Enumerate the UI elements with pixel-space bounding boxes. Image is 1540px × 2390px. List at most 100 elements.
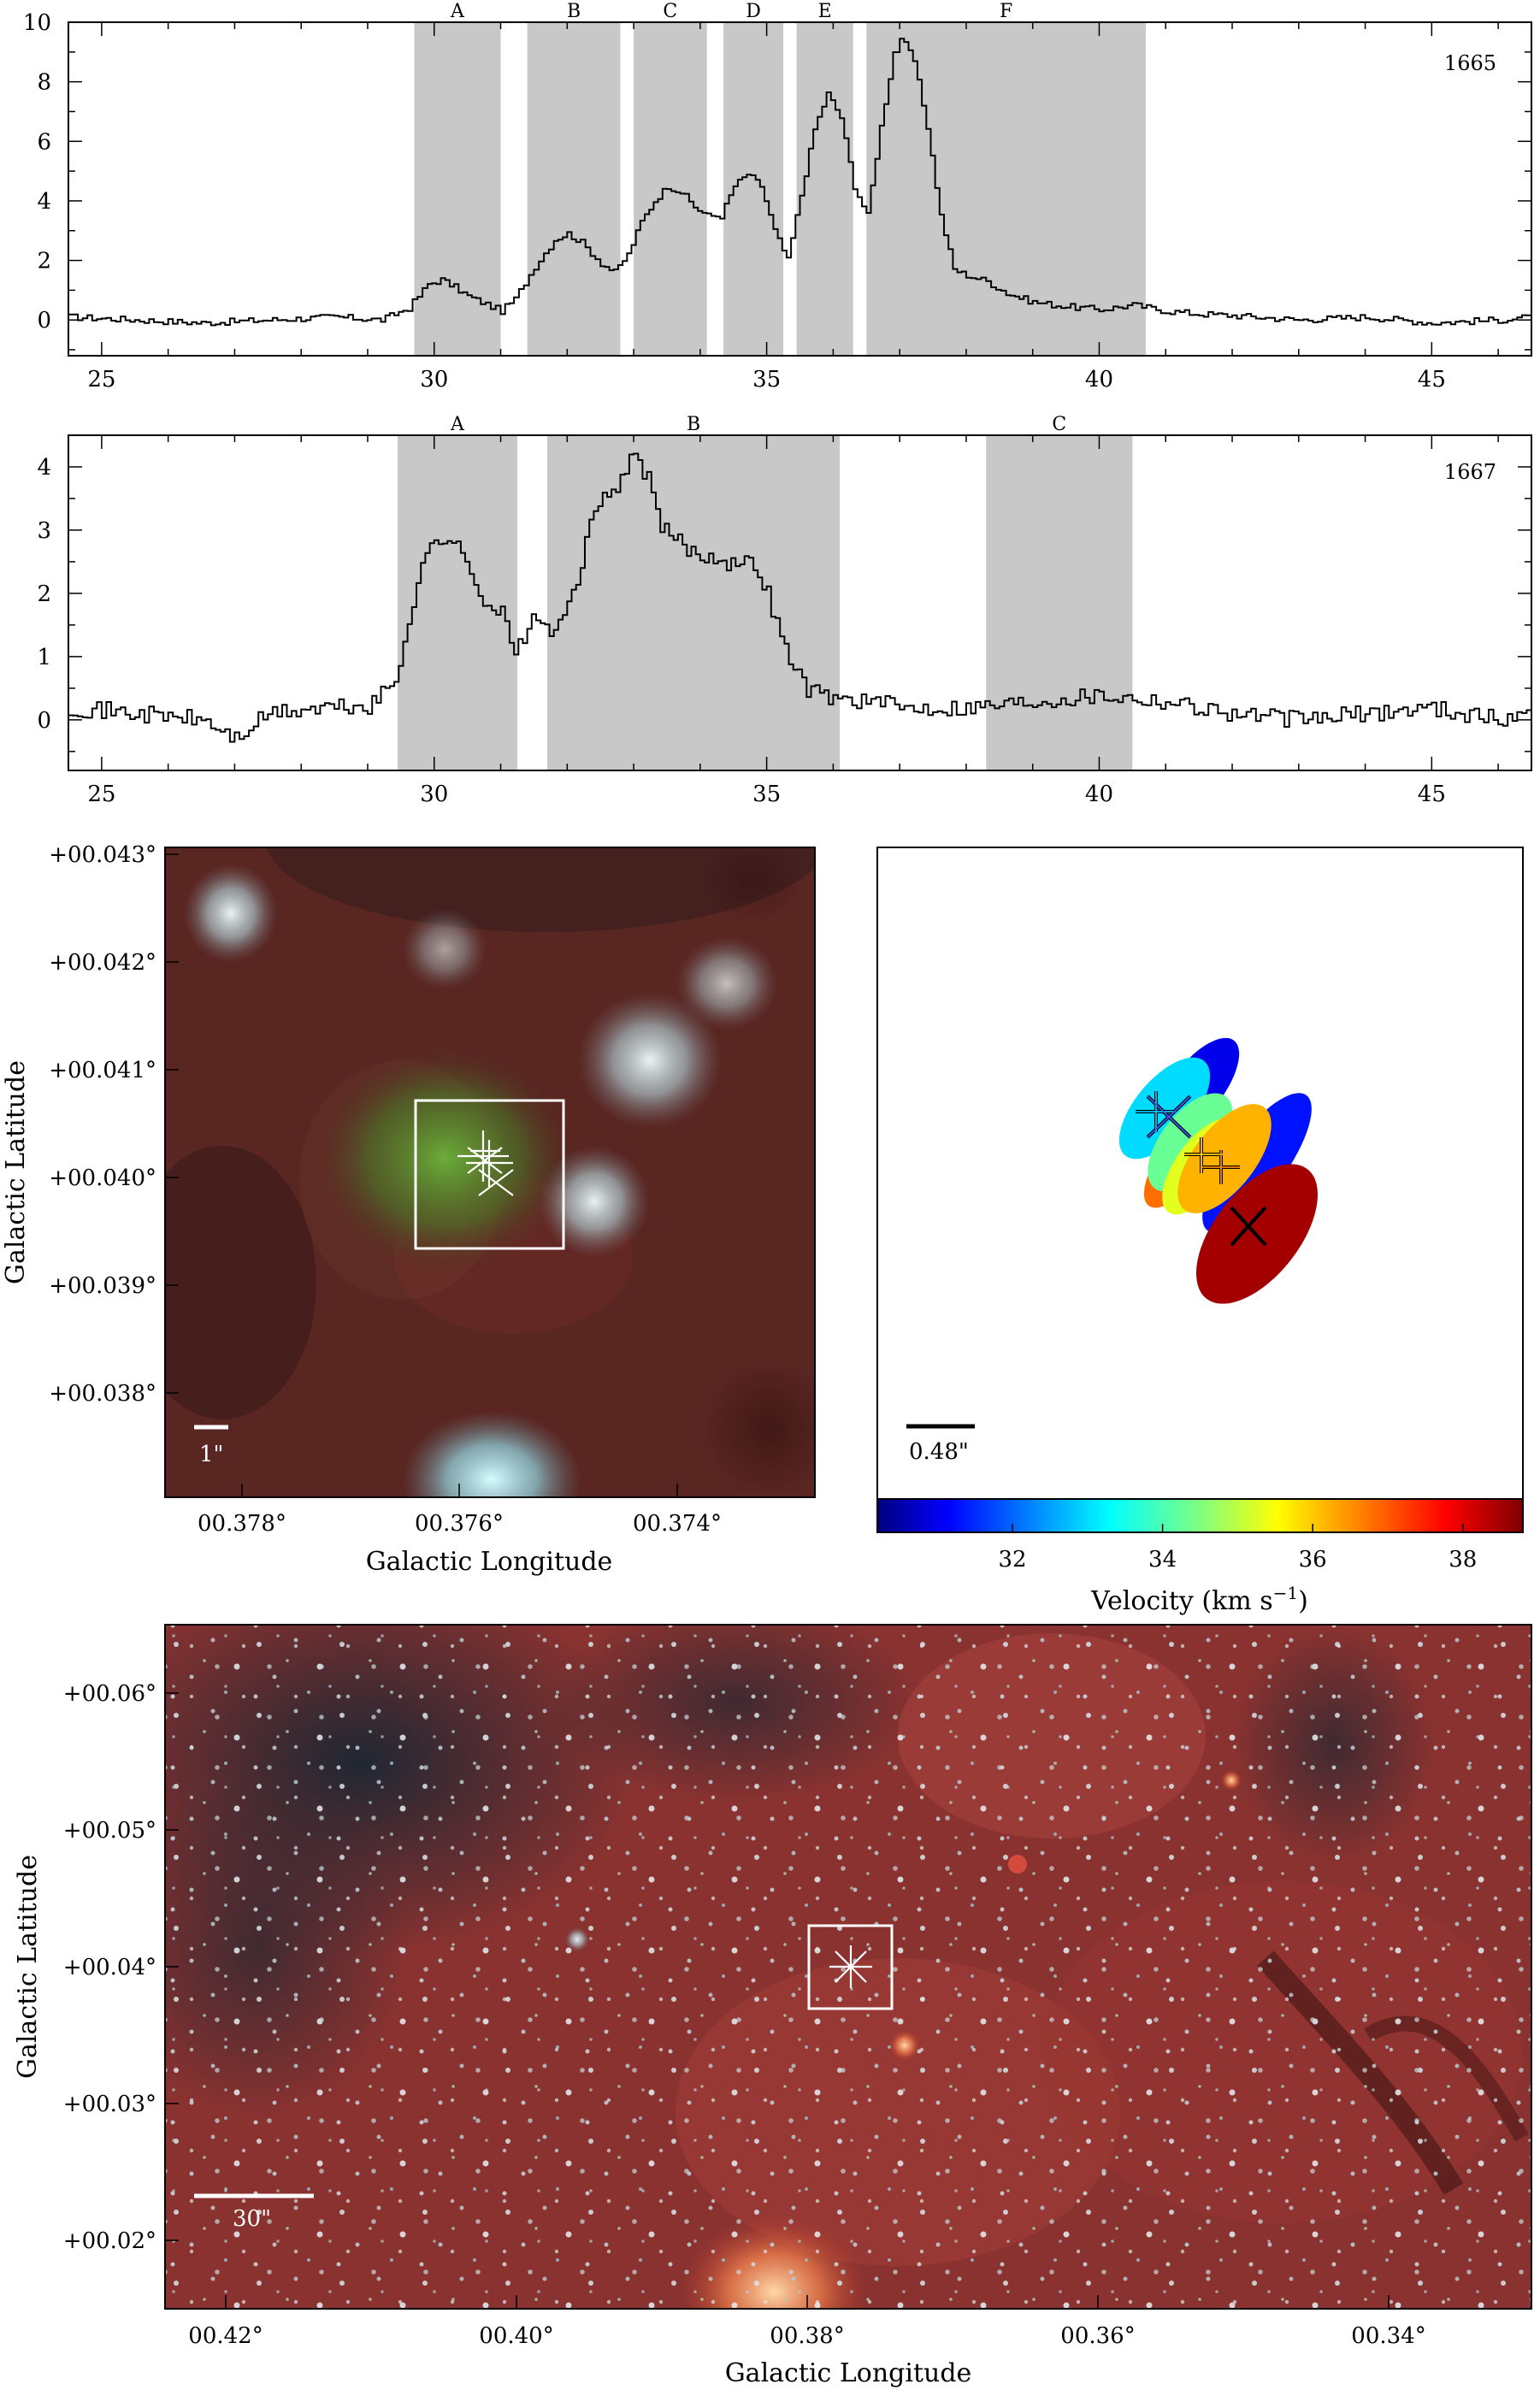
zoom-image-panel: 00.378° 00.376° 00.374° +00.043° +00.042° +00… [1, 842, 816, 1577]
x-tick-label: 40 [1085, 782, 1113, 807]
zoom-x-axis-title: Galactic Longitude [366, 1547, 613, 1577]
spectrum-line-1667 [68, 452, 1532, 743]
x-tick-label: 45 [1418, 782, 1446, 807]
wide-image-panel: 00.42° 00.40° 00.38° 00.36° 00.34° +00.06° +00… [13, 1624, 1532, 2388]
y-tick-label: 6 [37, 129, 51, 155]
plot-frame-1667 [68, 434, 1532, 771]
band-label-e: E [818, 1, 832, 22]
band-c [986, 435, 1133, 770]
x-tick-label: 35 [752, 782, 781, 807]
band-labels-1667: A B C [450, 414, 1066, 435]
spectrum-1665-panel: A B C D E F 25 30 35 40 45 0 2 4 6 8 10 1665 [23, 1, 1532, 392]
zoom-y-tick-label: +00.043° [49, 842, 156, 868]
zoom-selection-box [414, 1099, 565, 1250]
colorbar-ticks: 32 34 36 38 [998, 1524, 1477, 1573]
band-b [546, 435, 841, 770]
x-ticks-1665: 25 30 35 40 45 [87, 22, 1499, 392]
wide-y-tick-label: +00.03° [63, 2092, 156, 2117]
wide-y-tick-label: +00.05° [63, 1818, 156, 1844]
band-label-f: F [1000, 1, 1012, 22]
zoom-x-tick-label: 00.378° [198, 1511, 286, 1537]
band-label-a: A [450, 414, 465, 435]
zoom-x-tick-label: 00.374° [633, 1511, 722, 1537]
wide-axis-ticks: 00.42° 00.40° 00.38° 00.36° 00.34° +00.06° +00… [63, 1681, 1426, 2349]
wide-maser-marker [829, 1945, 872, 1988]
velocity-colorbar [876, 1498, 1524, 1533]
zoom-y-tick-label: +00.042° [49, 950, 156, 976]
spectrum-1667-panel: A B C 25 30 35 40 45 0 1 2 3 4 1667 [37, 414, 1532, 807]
x-tick-label: 30 [420, 782, 448, 807]
x-tick-label: 45 [1418, 367, 1446, 392]
band-d [723, 22, 784, 356]
x-tick-label: 25 [87, 367, 115, 392]
zoom-y-axis-title: Galactic Latitude [1, 1060, 31, 1284]
y-tick-label: 3 [37, 518, 51, 544]
maser-spot [1177, 1104, 1272, 1213]
colorbar-tick-label: 36 [1299, 1547, 1327, 1573]
wide-x-axis-title: Galactic Longitude [725, 2358, 972, 2388]
y-tick-label: 8 [37, 70, 51, 96]
y-ticks-1665: 0 2 4 6 8 10 [23, 10, 1531, 351]
zoom-y-tick-label: +00.041° [49, 1058, 156, 1083]
band-regions-1665 [414, 22, 1146, 356]
y-tick-label: 2 [37, 581, 51, 607]
wide-x-tick-label: 00.36° [1060, 2323, 1135, 2349]
wide-x-tick-label: 00.34° [1351, 2323, 1425, 2349]
maser-spot [1118, 1057, 1211, 1160]
wide-y-tick-label: +00.06° [63, 1681, 156, 1707]
y-tick-label: 4 [37, 189, 51, 215]
wide-scale-label: 30" [233, 2206, 271, 2232]
x-tick-label: 30 [420, 367, 448, 392]
y-tick-label: 1 [37, 645, 51, 670]
panel-tag-1667: 1667 [1444, 460, 1496, 484]
wide-x-tick-label: 00.38° [770, 2323, 844, 2349]
zoom-axis-ticks: 00.378° 00.376° 00.374° +00.043° +00.042° +00… [49, 842, 722, 1537]
band-labels-1665: A B C D E F [450, 1, 1012, 22]
wide-x-tick-label: 00.40° [479, 2323, 553, 2349]
x-ticks-1667: 25 30 35 40 45 [87, 435, 1499, 807]
band-label-d: D [746, 1, 761, 22]
zoom-scale-label: 1" [199, 1442, 224, 1467]
band-label-b: B [567, 1, 581, 22]
band-a [397, 435, 517, 770]
zoom-frame [164, 847, 816, 1498]
panel-tag-1665: 1665 [1444, 51, 1496, 75]
zoom-y-tick-label: +00.038° [49, 1381, 156, 1407]
band-label-c: C [1052, 414, 1066, 435]
band-label-c: C [663, 1, 677, 22]
zoom-x-tick-label: 00.376° [415, 1511, 504, 1537]
x-tick-label: 35 [752, 367, 781, 392]
band-b [527, 22, 621, 356]
band-e [796, 22, 853, 356]
zoom-y-tick-label: +00.040° [49, 1165, 156, 1191]
band-a [414, 22, 501, 356]
x-tick-label: 40 [1085, 367, 1113, 392]
spectrum-line-1665 [68, 38, 1532, 327]
zoom-image [165, 847, 815, 1497]
colorbar-tick-label: 38 [1449, 1547, 1477, 1573]
zoom-maser-markers [457, 1130, 514, 1196]
band-f [866, 22, 1146, 356]
maser-spots-panel: 0.48" 32 34 36 38 Velocity (km s−1) [876, 847, 1524, 1616]
spot-markers-color [1136, 1091, 1240, 1184]
wide-image [165, 1625, 1531, 2309]
band-regions-1667 [397, 435, 1133, 770]
wide-y-axis-title: Galactic Latitude [13, 1855, 43, 2079]
wide-selection-box [807, 1924, 894, 2010]
zoom-y-tick-label: +00.039° [49, 1273, 156, 1299]
y-tick-label: 4 [37, 455, 51, 481]
y-tick-label: 10 [23, 10, 51, 36]
band-label-a: A [450, 1, 465, 22]
colorbar-tick-label: 34 [1148, 1547, 1177, 1573]
y-tick-label: 2 [37, 249, 51, 274]
y-tick-label: 0 [37, 708, 51, 734]
y-ticks-1667: 0 1 2 3 4 [37, 434, 1531, 752]
plot-frame-1665 [68, 21, 1532, 357]
colorbar-tick-label: 32 [998, 1547, 1026, 1573]
colorbar-title: Velocity (km s−1) [1090, 1583, 1308, 1616]
spots-scale-label: 0.48" [909, 1439, 969, 1465]
wide-y-tick-label: +00.02° [63, 2228, 156, 2254]
y-tick-label: 0 [37, 308, 51, 333]
band-label-b: B [687, 414, 700, 435]
x-tick-label: 25 [87, 782, 115, 807]
